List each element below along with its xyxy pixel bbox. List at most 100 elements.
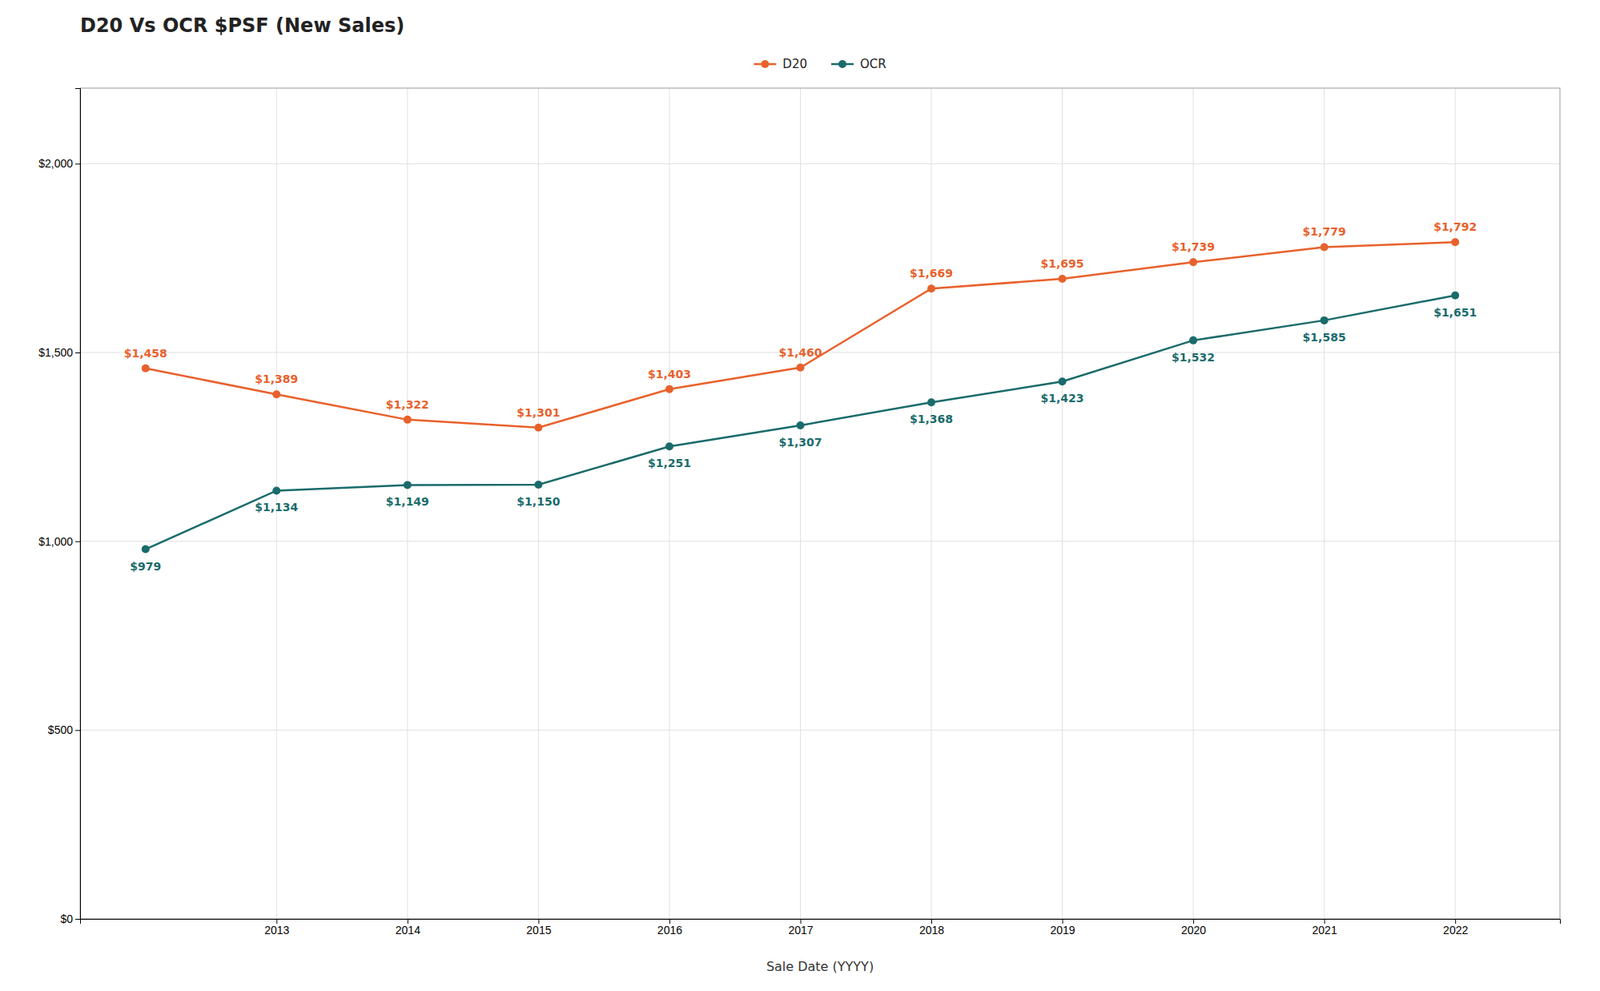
series-point xyxy=(141,545,150,554)
data-label: $1,532 xyxy=(1171,350,1215,364)
y-tick: $2,000 xyxy=(38,156,81,170)
x-tick: 2018 xyxy=(919,918,945,937)
series-point xyxy=(1451,237,1460,246)
title: D20 Vs OCR $PSF (New Sales) xyxy=(80,14,405,37)
x-axis: 2013 2014 2015 2016 2017 2018 2019 2020 2021 2022 xyxy=(80,918,1561,937)
x-tick: 2022 xyxy=(1443,918,1468,937)
series-line xyxy=(145,241,1456,427)
y-axis-line xyxy=(75,88,81,920)
x-tick: 2014 xyxy=(395,918,421,937)
x-tick-label: 2017 xyxy=(787,923,813,937)
y-tick-mark xyxy=(75,541,81,543)
y-tick-mark xyxy=(75,352,81,354)
y-tick: $1,500 xyxy=(38,345,81,359)
x-tick: 2015 xyxy=(526,918,551,937)
grid-line-y xyxy=(80,163,1560,165)
grid-line-x xyxy=(1193,88,1194,919)
data-label: $1,458 xyxy=(124,346,168,360)
legend-marker xyxy=(838,60,847,69)
series-point xyxy=(272,486,281,495)
series-point xyxy=(795,363,805,372)
x-tick-label: 2016 xyxy=(657,923,683,937)
y-tick-mark xyxy=(75,729,81,731)
data-label: $1,695 xyxy=(1041,257,1085,270)
x-tick-label: 2018 xyxy=(919,923,945,937)
series-point xyxy=(665,442,674,451)
y-tick-mark xyxy=(75,163,81,165)
y-tick: $500 xyxy=(48,723,81,736)
series-point xyxy=(403,480,412,489)
series-point xyxy=(1189,336,1198,345)
data-label: $1,739 xyxy=(1171,240,1215,254)
data-labels: $1,458$1,389$1,322$1,301$1,403$1,460$1,6… xyxy=(124,220,1477,572)
y-tick-label: $1,000 xyxy=(38,534,73,548)
series-point xyxy=(795,421,805,430)
data-label: $1,779 xyxy=(1302,225,1347,238)
data-label: $1,149 xyxy=(385,494,430,508)
data-label: $1,423 xyxy=(1041,391,1085,405)
data-label: $1,251 xyxy=(647,456,692,470)
series-line xyxy=(145,295,1456,550)
data-label: $1,460 xyxy=(778,345,822,359)
x-tick-label: 2022 xyxy=(1443,923,1468,937)
series-point xyxy=(534,480,543,489)
legend-label: D20 xyxy=(782,56,808,72)
data-label: $1,150 xyxy=(516,494,560,508)
series-point xyxy=(534,423,543,432)
x-tick: 2019 xyxy=(1049,918,1075,937)
data-label: $1,585 xyxy=(1302,330,1347,344)
x-tick: 2021 xyxy=(1312,918,1338,937)
x-tick: 2016 xyxy=(657,918,683,937)
data-label: $1,792 xyxy=(1433,220,1477,234)
x-tick-label: 2020 xyxy=(1181,923,1207,937)
series-point xyxy=(1320,316,1329,325)
grid-line-x xyxy=(931,88,933,919)
x-axis-line xyxy=(80,919,1561,925)
y-tick-label: $500 xyxy=(48,723,73,736)
grid-line-y xyxy=(80,729,1560,731)
series-point xyxy=(1189,257,1198,266)
legend-label: OCR xyxy=(860,56,887,72)
y-tick-mark xyxy=(75,918,81,920)
y-tick-label: $1,500 xyxy=(38,345,73,359)
grid xyxy=(80,88,1560,919)
data-label: $1,669 xyxy=(909,266,953,280)
grid-line-x xyxy=(800,88,801,919)
series-point xyxy=(141,364,150,373)
data-label: $1,403 xyxy=(647,367,692,381)
x-tick-label: 2021 xyxy=(1312,923,1338,937)
grid-line-x xyxy=(668,88,670,919)
data-label: $979 xyxy=(129,559,161,573)
x-tick-label: 2013 xyxy=(264,923,290,937)
legend-item: D20 xyxy=(753,56,808,72)
series-point xyxy=(927,284,936,293)
x-tick-label: 2014 xyxy=(395,923,421,937)
series-point xyxy=(1058,377,1067,386)
data-label: $1,389 xyxy=(254,372,298,386)
grid-line-x xyxy=(1455,88,1456,919)
series-point xyxy=(927,397,936,407)
marks xyxy=(141,237,1460,553)
x-tick: 2013 xyxy=(264,918,290,937)
series-point xyxy=(272,389,281,398)
y-tick-label: $0 xyxy=(60,912,73,925)
series-point xyxy=(1058,274,1067,283)
x-tick: 2020 xyxy=(1181,918,1207,937)
series-point xyxy=(665,385,674,394)
y-tick-label: $2,000 xyxy=(38,156,73,170)
series-point xyxy=(1451,291,1460,300)
x-tick-label: 2015 xyxy=(526,923,551,937)
data-label: $1,307 xyxy=(778,435,822,449)
y-tick: $1,000 xyxy=(38,534,81,548)
x-tick-label: 2019 xyxy=(1049,923,1075,937)
series-point xyxy=(403,415,412,424)
plot-frame xyxy=(80,88,1560,919)
x-axis-label: Sale Date (YYYY) xyxy=(766,958,874,974)
grid-line-x xyxy=(1323,88,1325,919)
data-label: $1,134 xyxy=(254,500,298,514)
data-label: $1,651 xyxy=(1433,305,1477,319)
legend: D20 OCR xyxy=(753,56,886,72)
plot: 2013 2014 2015 2016 2017 2018 2019 2020 2021 2022… xyxy=(38,88,1560,937)
legend-item: OCR xyxy=(831,56,887,72)
chart: 2013 2014 2015 2016 2017 2018 2019 2020 2021 2022… xyxy=(0,0,1600,991)
